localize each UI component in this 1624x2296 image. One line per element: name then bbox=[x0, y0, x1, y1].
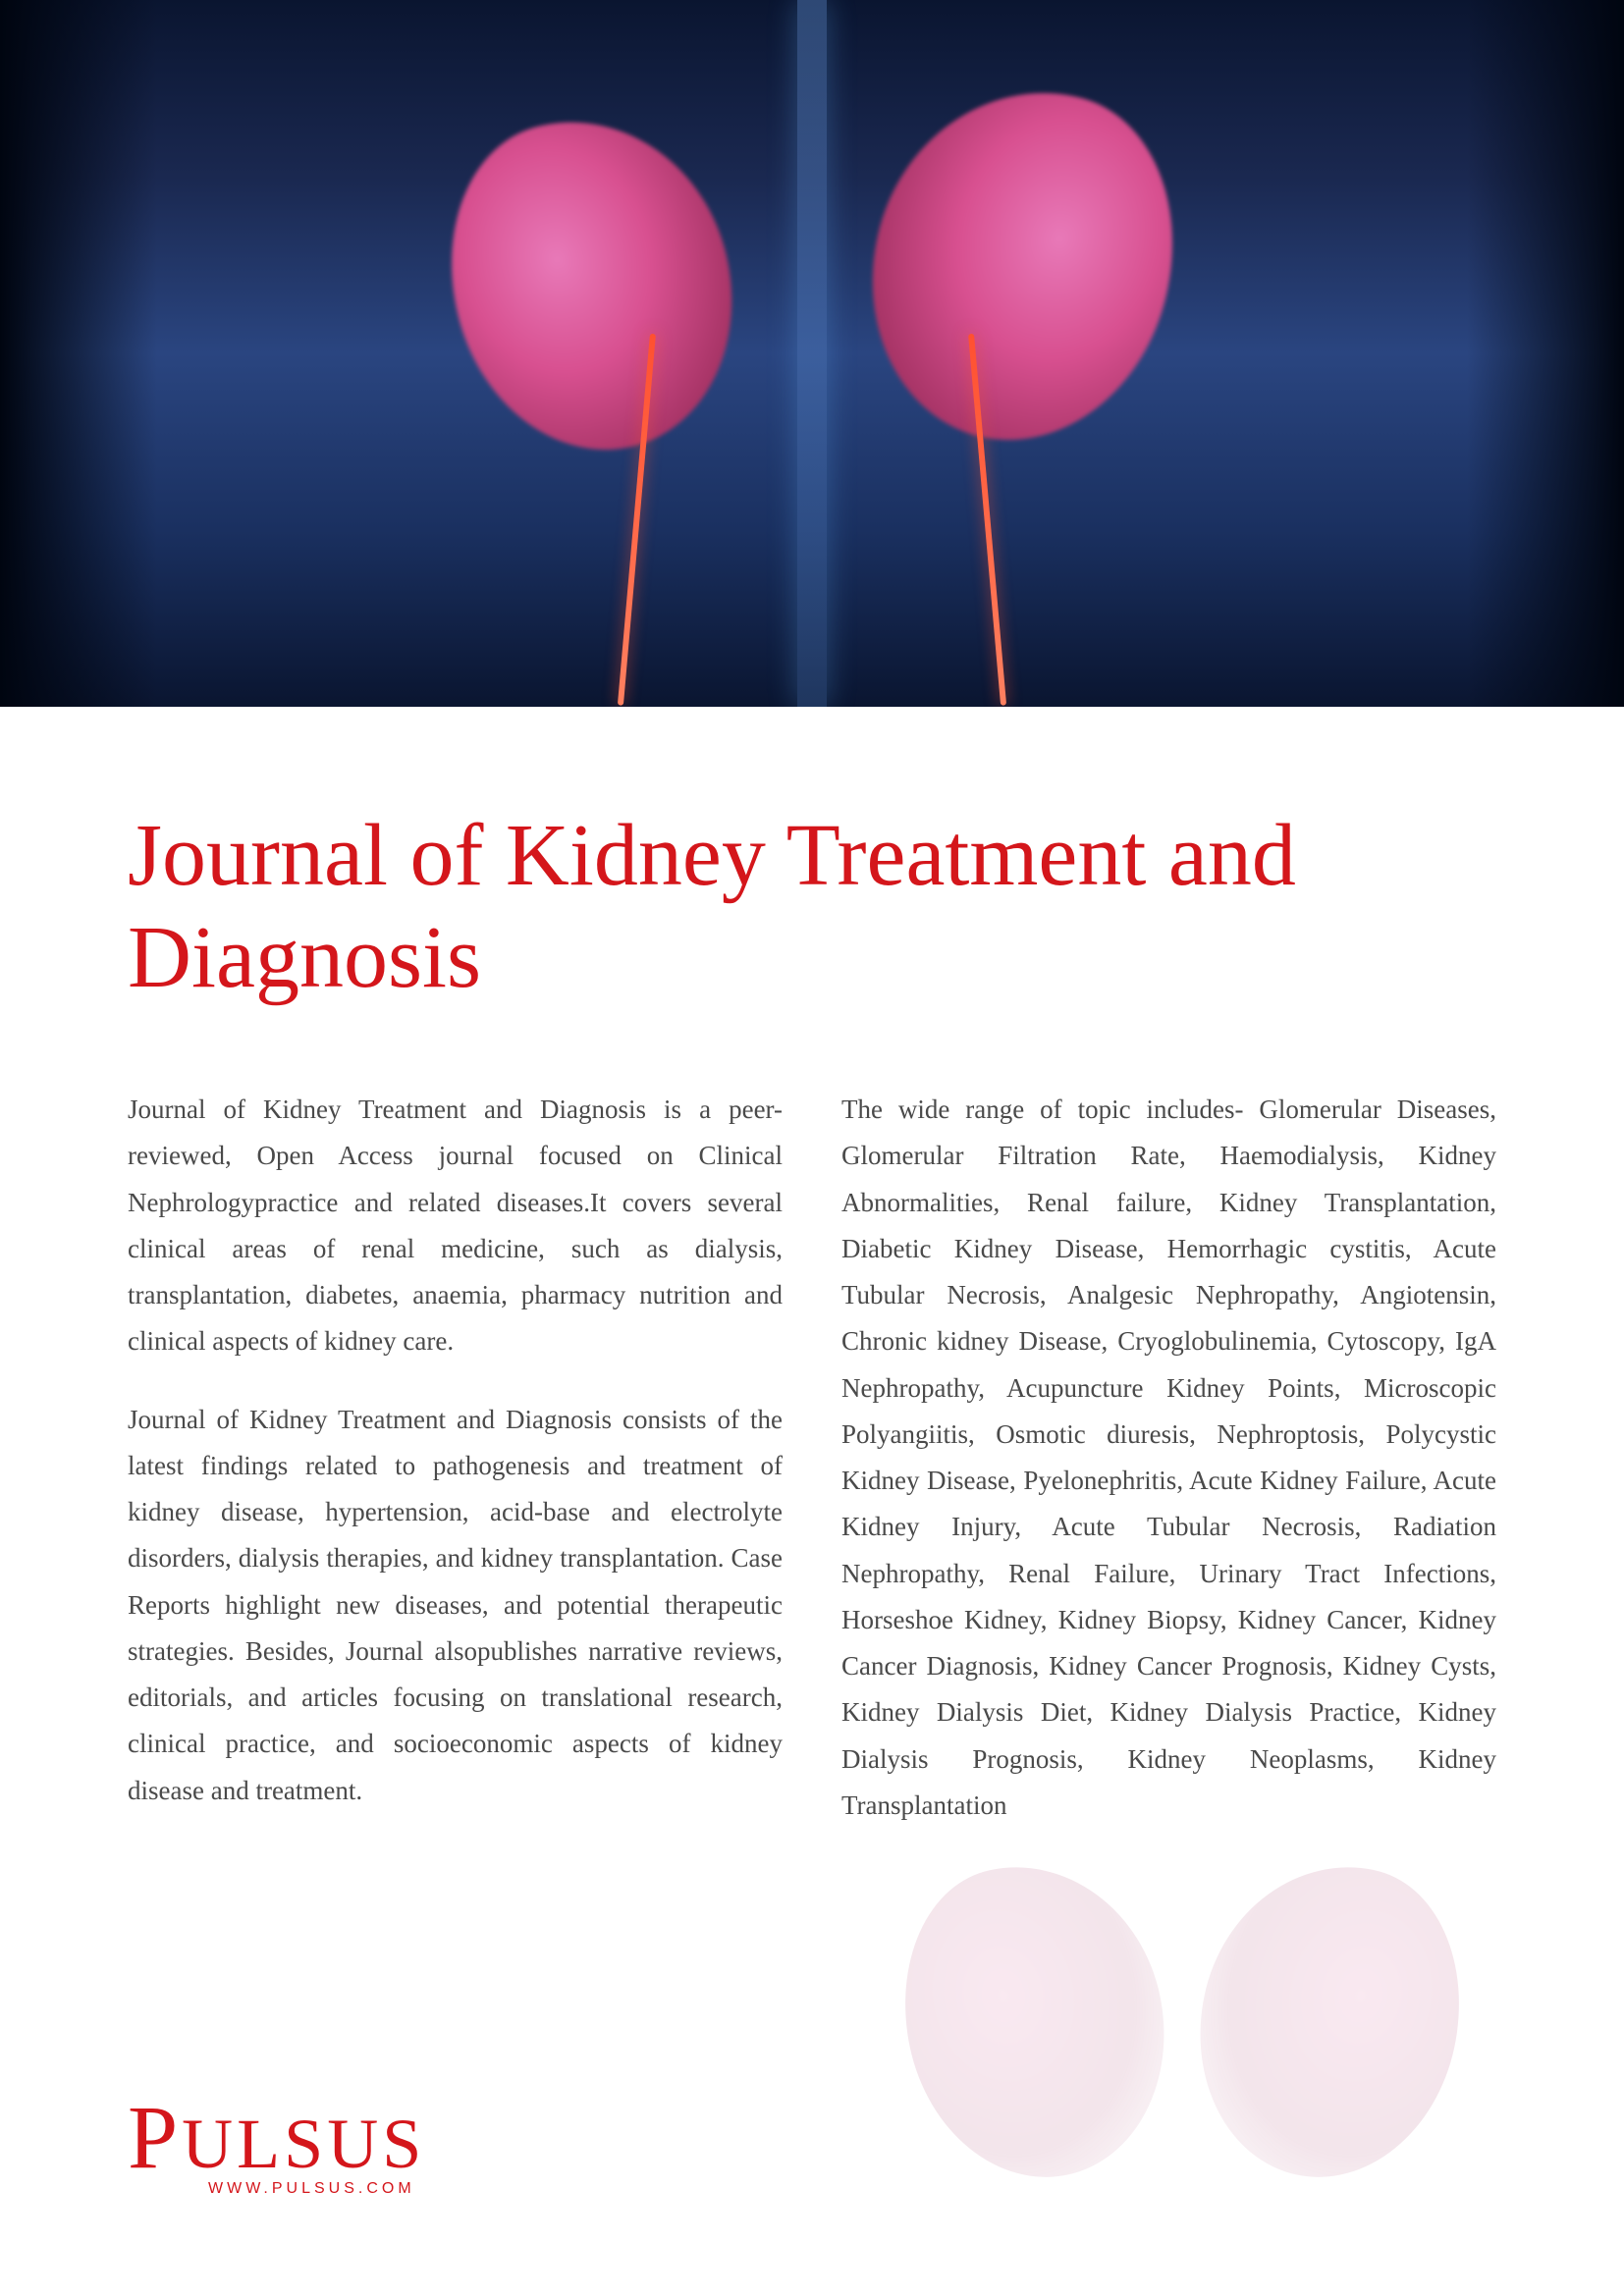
watermark-kidney-left bbox=[878, 1841, 1193, 2201]
footer: PULSUS WWW.PULSUS.COM bbox=[128, 2097, 425, 2198]
publisher-brand: PULSUS bbox=[128, 2097, 425, 2178]
hero-anatomy-image bbox=[0, 0, 1624, 707]
hero-vignette-left bbox=[0, 0, 157, 707]
publisher-brand-rest: ULSUS bbox=[182, 2105, 425, 2183]
publisher-url: WWW.PULSUS.COM bbox=[208, 2180, 415, 2198]
watermark-kidney-right bbox=[1172, 1841, 1488, 2201]
content-area: Journal of Kidney Treatment and Diagnosi… bbox=[0, 707, 1624, 1852]
publisher-brand-first-letter: P bbox=[128, 2087, 182, 2187]
hero-kidney-right-graphic bbox=[834, 56, 1210, 473]
hero-spine-graphic bbox=[797, 0, 827, 707]
body-paragraph-1: Journal of Kidney Treatment and Diagnosi… bbox=[128, 1087, 783, 1365]
hero-kidney-left-graphic bbox=[416, 88, 768, 482]
body-paragraph-3: The wide range of topic includes- Glomer… bbox=[841, 1087, 1496, 1829]
body-paragraph-2: Journal of Kidney Treatment and Diagnosi… bbox=[128, 1397, 783, 1814]
hero-vignette-right bbox=[1467, 0, 1624, 707]
publisher-logo: PULSUS WWW.PULSUS.COM bbox=[128, 2097, 425, 2198]
body-text-columns: Journal of Kidney Treatment and Diagnosi… bbox=[128, 1087, 1496, 1852]
journal-title: Journal of Kidney Treatment and Diagnosi… bbox=[128, 805, 1496, 1008]
watermark-kidney-image bbox=[888, 1825, 1477, 2217]
